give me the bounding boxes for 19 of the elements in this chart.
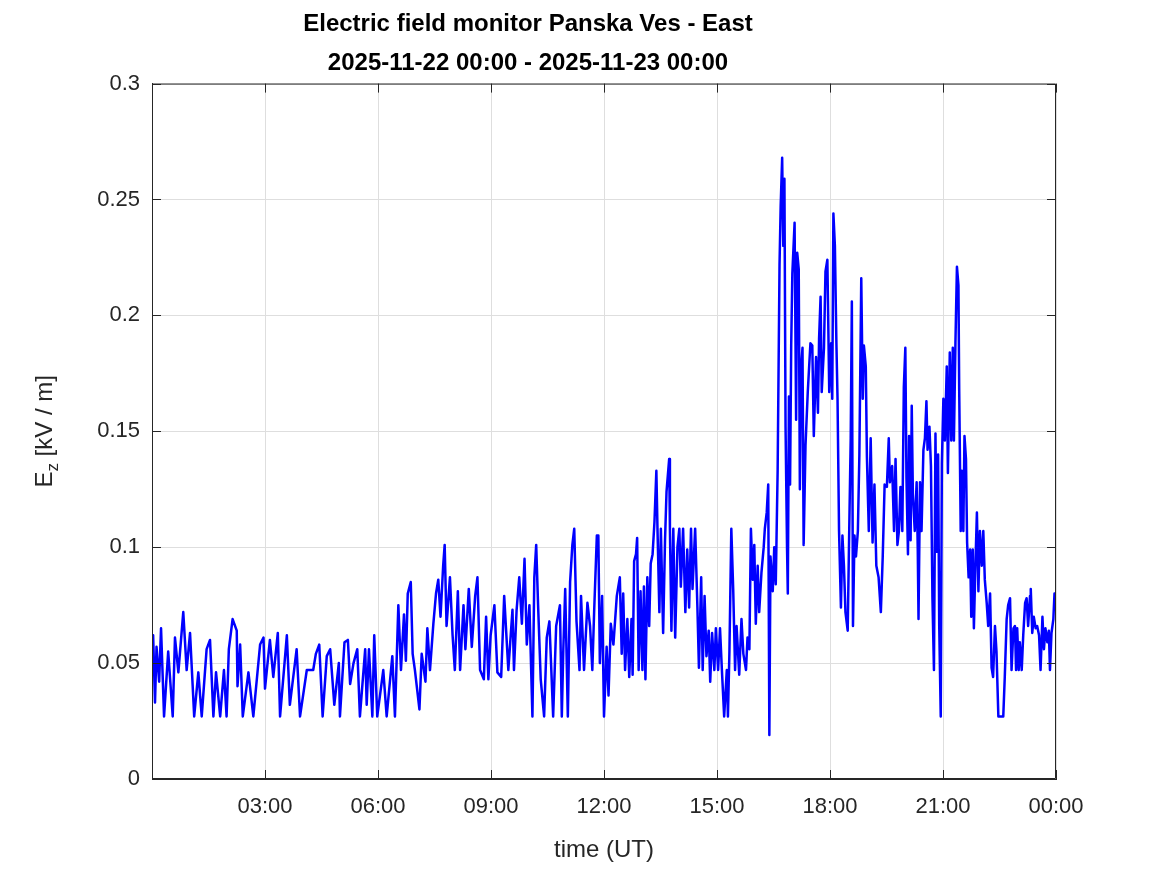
- x-tick-label: 03:00: [237, 793, 293, 819]
- x-tick-label: 21:00: [915, 793, 971, 819]
- y-tick-label: 0.25: [97, 185, 140, 211]
- y-tick-label: 0.3: [109, 69, 140, 95]
- x-axis-title: time (UT): [554, 835, 654, 863]
- chart-subtitle: 2025-11-22 00:00 - 2025-11-23 00:00: [327, 47, 729, 75]
- y-tick-label: 0.2: [109, 301, 140, 327]
- y-tick-label: 0.05: [97, 649, 140, 675]
- x-tick-label: 00:00: [1028, 793, 1084, 819]
- x-tick-label: 15:00: [689, 793, 745, 819]
- y-axis-title: Ez [kV / m]: [29, 375, 62, 488]
- chart-title: Electric field monitor Panska Ves - East: [303, 9, 753, 37]
- x-tick-label: 18:00: [802, 793, 858, 819]
- x-tick-label: 12:00: [576, 793, 632, 819]
- x-tick-label: 06:00: [350, 793, 406, 819]
- x-tick-label: 09:00: [463, 793, 519, 819]
- y-tick-label: 0.1: [109, 533, 140, 559]
- y-tick-label: 0: [127, 765, 140, 791]
- y-tick-label: 0.15: [97, 417, 140, 443]
